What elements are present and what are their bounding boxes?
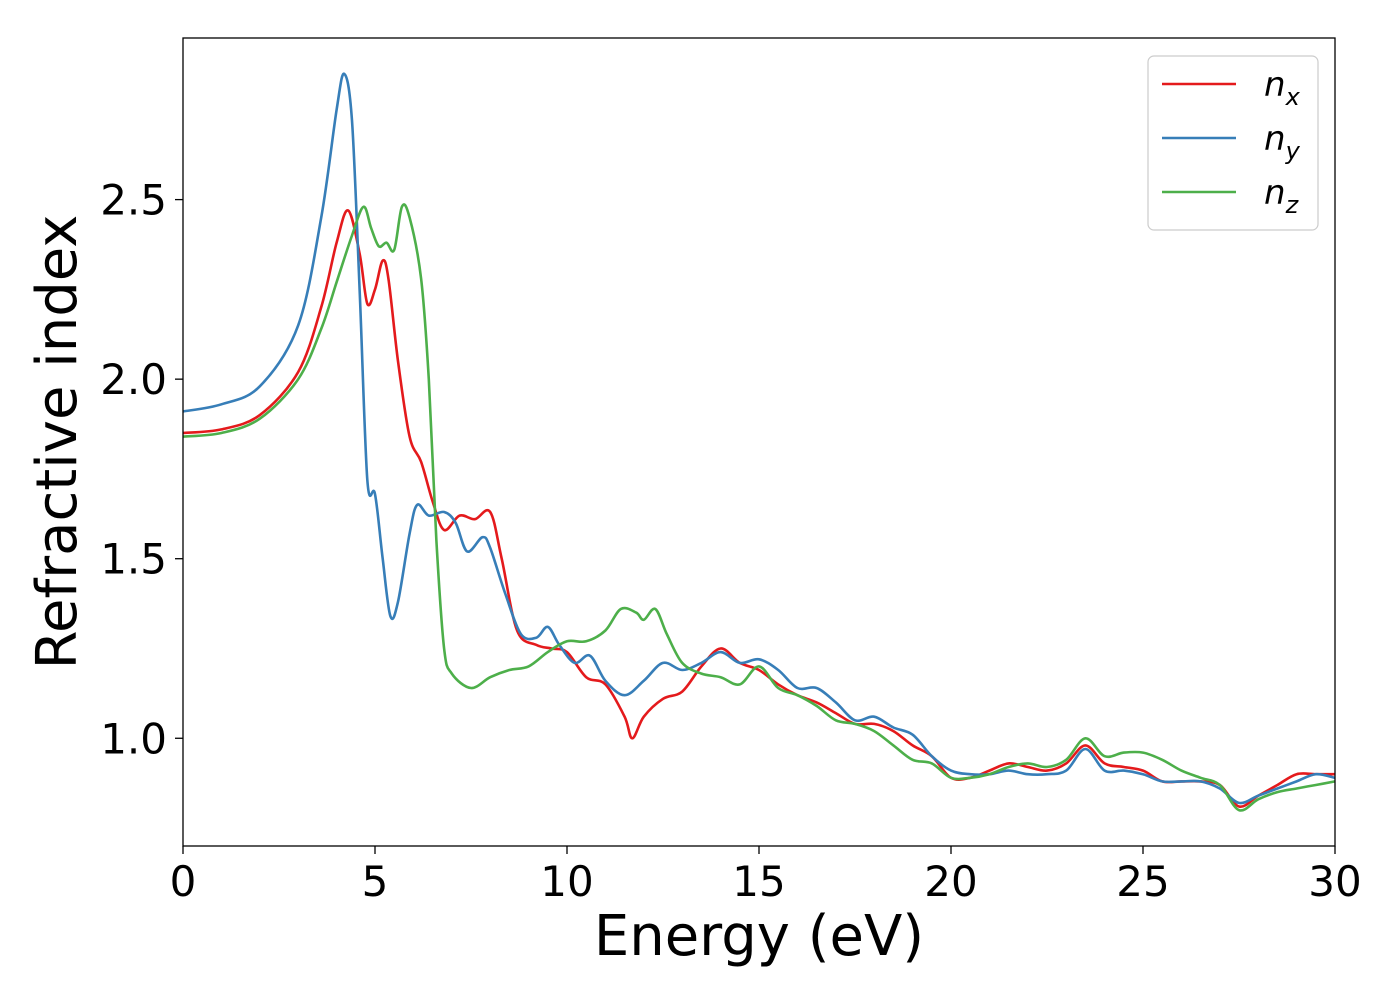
series-line-nz: [182, 203, 1336, 812]
series-line-ny: [182, 72, 1336, 805]
x-tick-label: 5: [362, 857, 389, 906]
legend-box: [1147, 55, 1319, 231]
y-tick-label: 1.5: [100, 535, 167, 584]
x-tick-label: 25: [1116, 857, 1169, 906]
y-tick-label: 2.5: [100, 176, 167, 225]
x-tick-label: 15: [732, 857, 785, 906]
x-tick-label: 10: [540, 857, 593, 906]
y-axis-ticks: 1.0 1.5 2.0 2.5: [100, 176, 183, 763]
x-axis-label: Energy (eV): [594, 904, 924, 969]
x-tick-label: 30: [1308, 857, 1361, 906]
series-line-nx: [182, 209, 1335, 808]
plot-lines: [182, 72, 1336, 812]
y-tick-label: 2.0: [100, 355, 167, 404]
y-tick-label: 1.0: [100, 714, 167, 763]
x-tick-label: 20: [924, 857, 977, 906]
y-axis-label: Refractive index: [25, 215, 90, 670]
x-tick-label: 0: [170, 857, 197, 906]
x-axis-ticks: 0 5 10 15 20 25 30: [170, 846, 1362, 906]
